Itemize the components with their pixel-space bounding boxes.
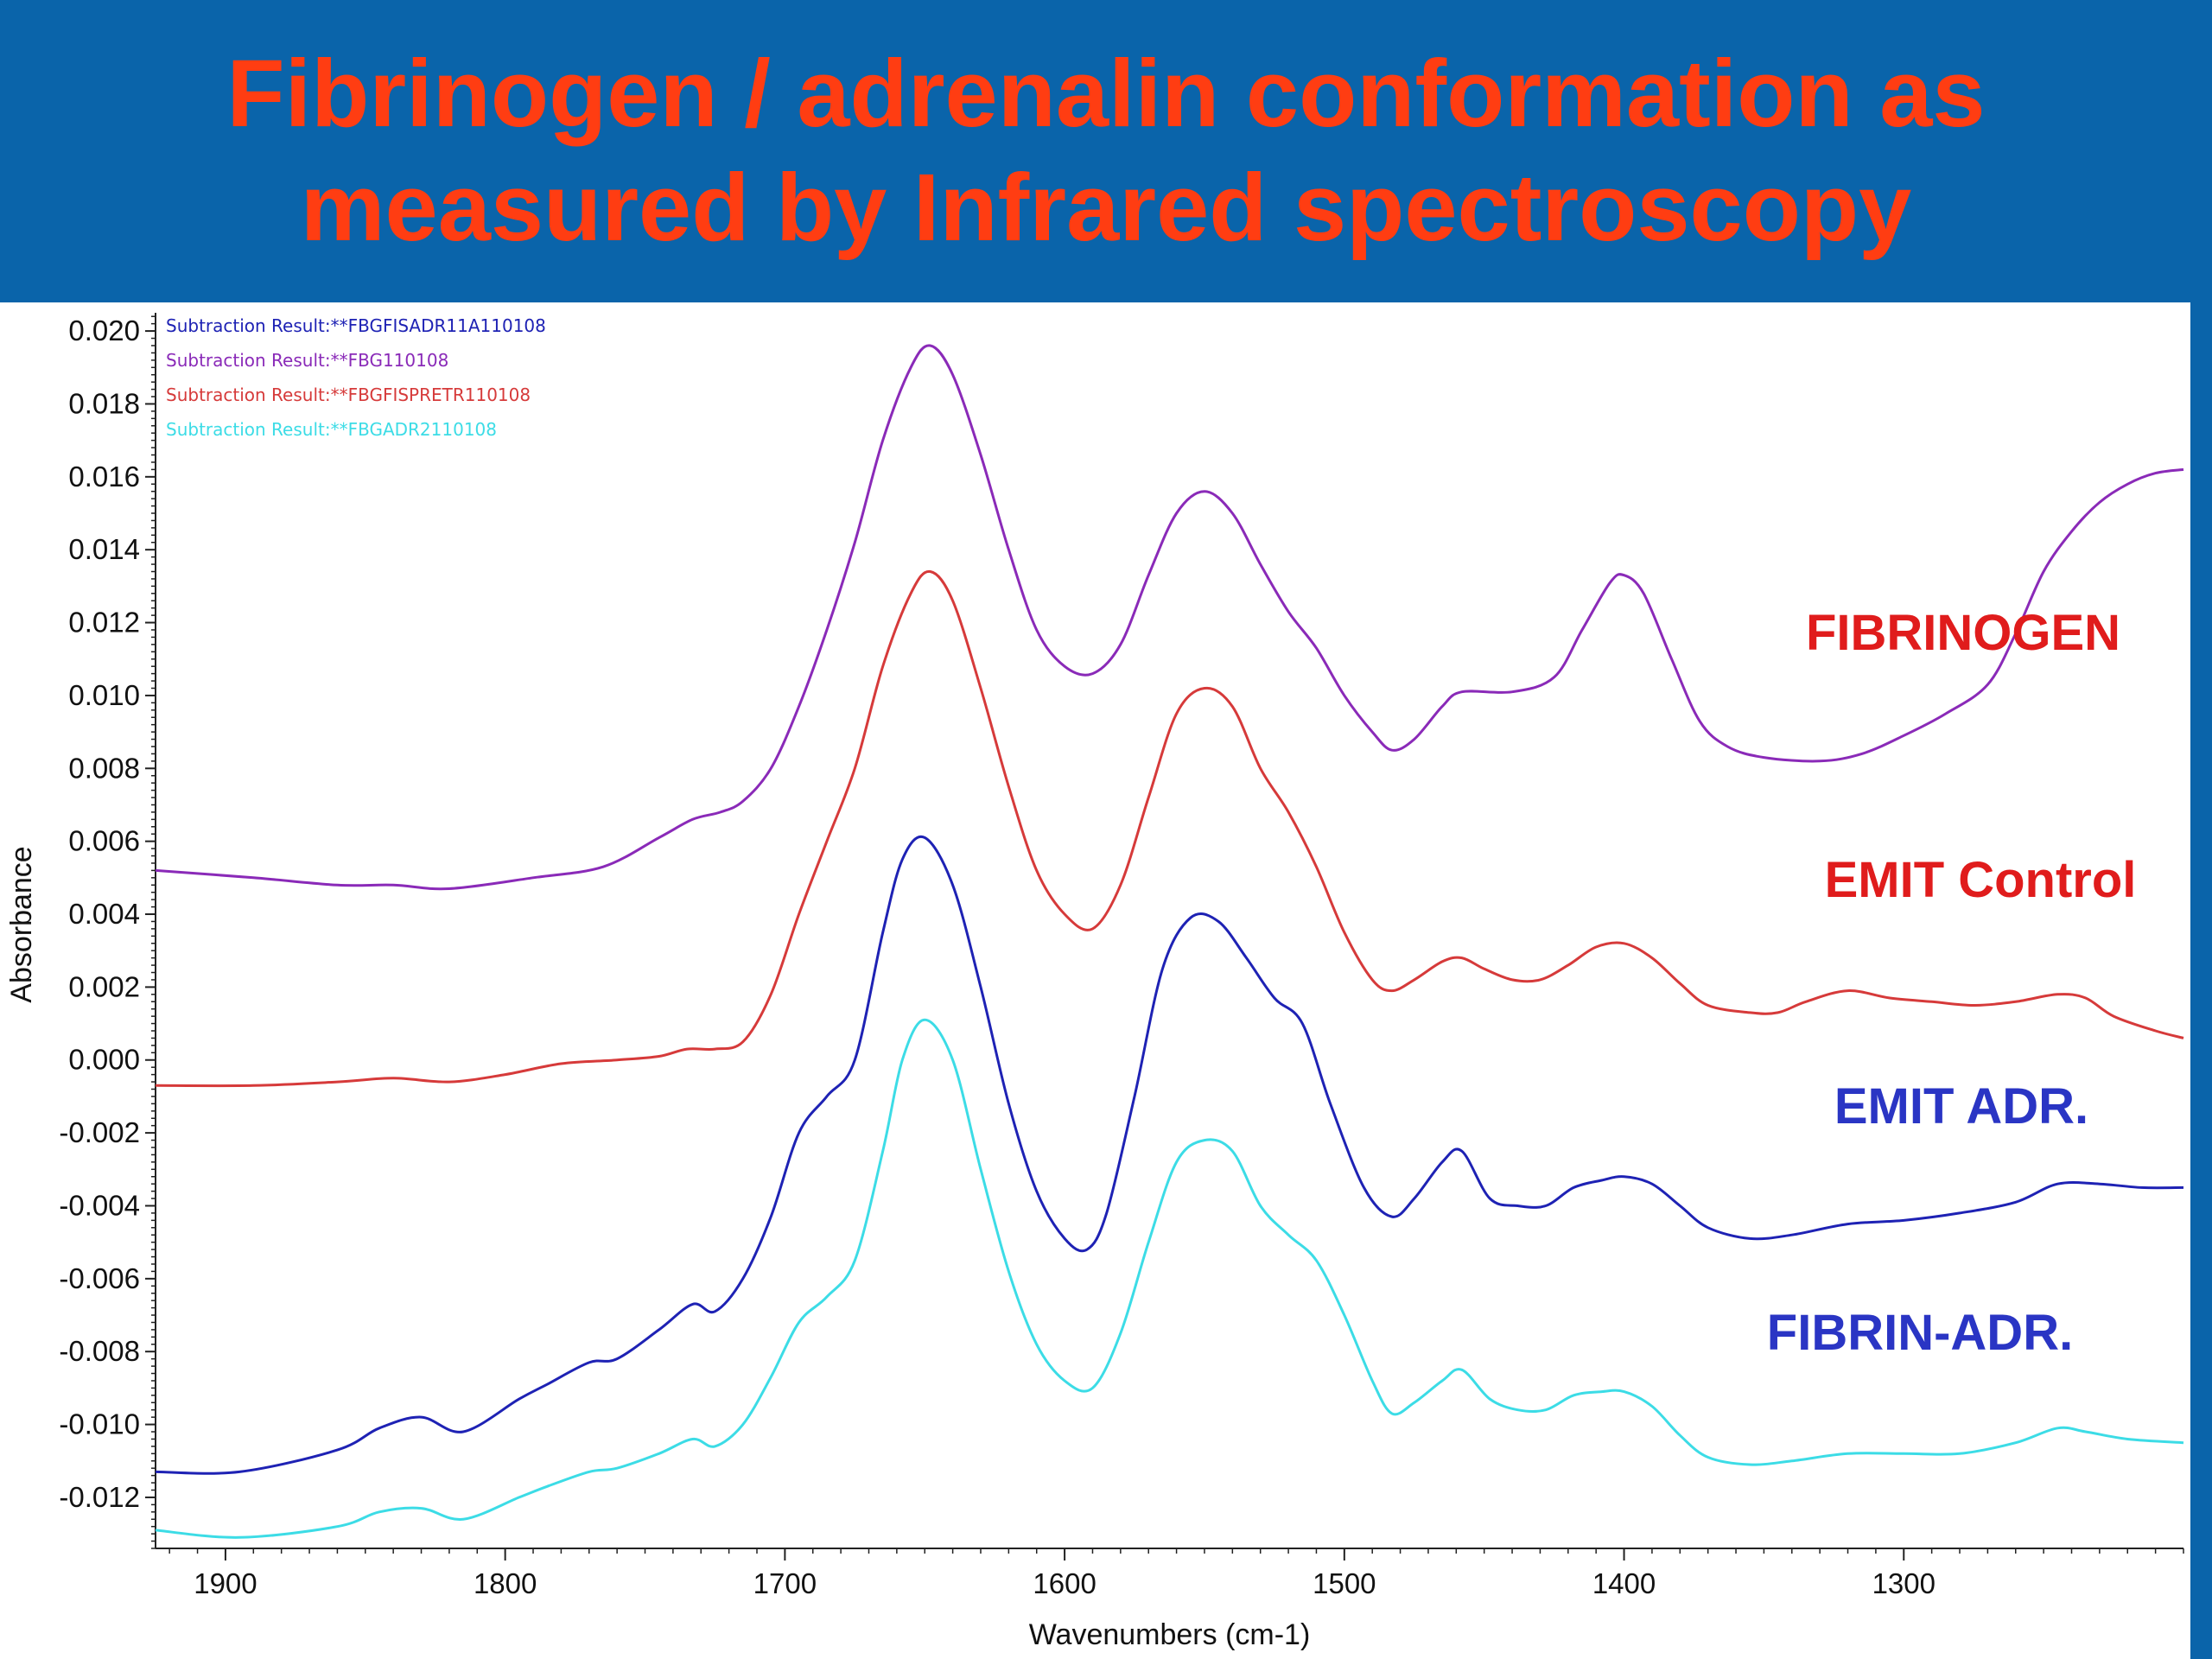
annotations: FIBRINOGEN EMIT Control EMIT ADR. FIBRIN-AD… [1767,605,2137,1361]
y-tick-label: 0.020 [68,315,140,346]
y-tick-label: 0.004 [68,898,140,930]
legend: Subtraction Result:**FBGFISADR11A110108 S… [166,315,546,440]
y-tick-label: 0.018 [68,387,140,419]
annotation-fibrinogen: FIBRINOGEN [1806,605,2120,661]
title-line-1: Fibrinogen / adrenalin conformation as [226,41,1986,147]
y-tick-label: 0.002 [68,970,140,1002]
ir-spectrum-chart: 0.020 0.018 0.016 0.014 0.012 0.010 0.008 0.006… [5,313,2184,1651]
y-tick-label: -0.010 [59,1408,140,1440]
title-line-2: measured by Infrared spectroscopy [300,155,1912,261]
y-tick-label: -0.006 [59,1262,140,1294]
legend-entry: Subtraction Result:**FBG110108 [166,350,448,371]
series-lines [155,344,2184,1539]
y-tick-label: 0.000 [68,1044,140,1076]
x-tick-label: 1800 [474,1567,537,1599]
annotation-fibrin-adr: FIBRIN-ADR. [1767,1305,2073,1361]
legend-entry: Subtraction Result:**FBGFISPRETR110108 [166,385,531,405]
series-line-fbgadr2 [155,1018,2184,1539]
series-line-fbgfisadr [155,835,2184,1475]
y-tick-label: 0.008 [68,752,140,784]
x-tick-label: 1700 [753,1567,817,1599]
x-tick-label: 1500 [1313,1567,1376,1599]
x-tick-label: 1600 [1033,1567,1096,1599]
x-tick-label: 1900 [194,1567,257,1599]
y-tick-label: 0.014 [68,533,140,565]
axes: 0.020 0.018 0.016 0.014 0.012 0.010 0.008 0.006… [5,313,2184,1651]
series-line-fbg [155,344,2184,891]
y-axis-label: Absorbance [5,846,38,1002]
x-axis-label: Wavenumbers (cm-1) [1029,1618,1311,1651]
y-tick-label: 0.016 [68,461,140,493]
legend-entry: Subtraction Result:**FBGADR2110108 [166,419,497,440]
legend-entry: Subtraction Result:**FBGFISADR11A110108 [166,315,546,336]
annotation-emit-adr: EMIT ADR. [1834,1078,2088,1135]
y-tick-label: -0.004 [59,1189,140,1221]
y-tick-label: -0.002 [59,1116,140,1148]
y-tick-label: 0.010 [68,679,140,711]
y-tick-label: -0.008 [59,1335,140,1367]
y-tick-label: -0.012 [59,1481,140,1513]
x-tick-label: 1300 [1872,1567,1936,1599]
y-tick-label: 0.006 [68,825,140,857]
plot-panel: 0.020 0.018 0.016 0.014 0.012 0.010 0.008 0.006… [0,302,2190,1659]
y-tick-label: 0.012 [68,607,140,639]
x-tick-label: 1400 [1592,1567,1656,1599]
series-line-fbgfispretr [155,569,2184,1088]
slide-title: Fibrinogen / adrenalin conformation as m… [0,0,2212,302]
annotation-emit-control: EMIT Control [1825,852,2137,908]
